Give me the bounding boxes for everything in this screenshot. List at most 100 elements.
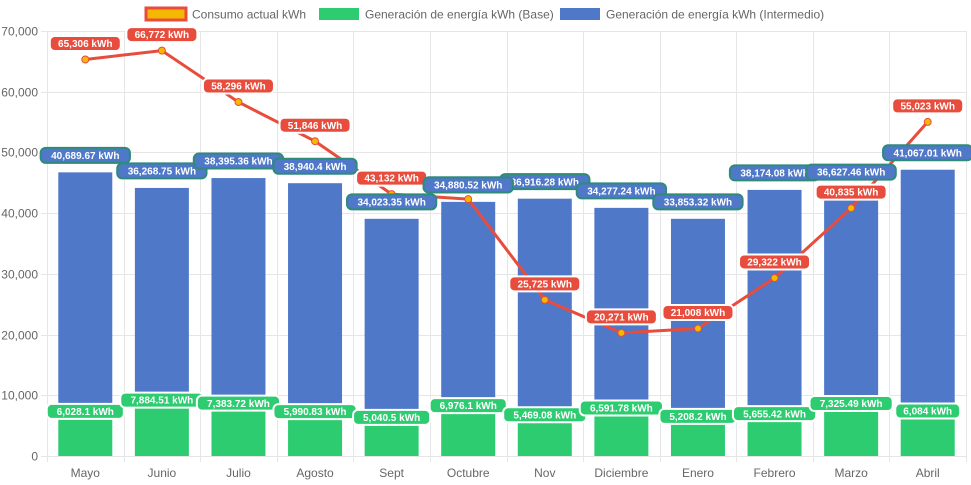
intermedio-value-label-text: 38,174.08 kWh	[740, 168, 808, 179]
bar-base	[211, 411, 266, 456]
legend-swatch	[319, 8, 359, 20]
intermedio-value-label-text: 38,940.4 kWh	[284, 162, 347, 173]
consumo-value-label: 43,132 kWh	[355, 169, 429, 187]
bar-base	[364, 425, 419, 456]
intermedio-value-label-bg	[116, 162, 208, 180]
base-value-label-text: 5,469.08 kWh	[513, 410, 576, 421]
bar-intermedio	[58, 172, 113, 420]
consumo-point	[157, 46, 166, 55]
base-value-label-text: 7,884.51 kWh	[130, 396, 193, 407]
bar-intermedio	[824, 189, 879, 412]
intermedio-value-label: 40,689.67 kWh	[39, 146, 131, 164]
consumo-value-label-text: 21,008 kWh	[671, 308, 725, 319]
y-tick-label: 30,000	[1, 268, 38, 282]
x-tick-label: Julio	[226, 466, 251, 480]
consumo-value-label-bg	[891, 97, 965, 115]
intermedio-value-label-bg	[575, 182, 668, 200]
consumo-value-label-bg	[48, 34, 122, 52]
intermedio-value-label-bg	[39, 146, 131, 164]
x-tick-label: Marzo	[834, 466, 868, 480]
intermedio-value-label-text: 36,916.28 kWh	[511, 177, 579, 188]
consumo-value-label-text: 29,322 kWh	[747, 258, 801, 269]
consumo-point	[693, 324, 702, 333]
consumo-point	[540, 295, 549, 304]
base-value-label-text: 7,383.72 kWh	[207, 399, 270, 410]
bar-base	[58, 419, 113, 456]
intermedio-value-label-bg	[345, 193, 438, 211]
base-value-label-bg	[352, 408, 432, 426]
consumo-value-label: 65,306 kWh	[48, 34, 122, 52]
consumo-value-label-text: 20,271 kWh	[594, 313, 648, 324]
intermedio-value-label-text: 36,268.75 kWh	[128, 167, 196, 178]
intermedio-value-label-bg	[652, 193, 744, 211]
legend-label: Generación de energía kWh (Base)	[365, 8, 554, 22]
legend-item[interactable]: Generación de energía kWh (Base)	[319, 8, 554, 22]
legend-item[interactable]: Generación de energía kWh (Intermedio)	[560, 8, 824, 22]
intermedio-value-label: 34,277.24 kWh	[575, 182, 668, 200]
bar-base	[288, 419, 343, 456]
intermedio-value-label-top-text: 34,880.52 kWh	[434, 180, 502, 191]
bar-base	[517, 422, 572, 456]
consumo-point	[617, 328, 626, 337]
consumo-value-label-bg	[508, 275, 582, 293]
legend[interactable]: Consumo actual kWh Generación de energía …	[144, 6, 824, 22]
base-value-label: 6,591.78 kWh	[578, 399, 664, 417]
intermedio-value-label-text: 34,277.24 kWh	[587, 186, 655, 197]
base-value-label-bg	[45, 402, 125, 420]
x-tick-label: Nov	[534, 466, 555, 480]
y-tick-label: 50,000	[1, 146, 38, 160]
x-tick-label: Febrero	[754, 466, 796, 480]
consumo-value-label: 51,846 kWh	[278, 116, 352, 134]
bar-intermedio	[134, 187, 189, 409]
intermedio-value-label-text: 41,067.01 kWh	[894, 148, 962, 159]
intermedio-value-label-top: 34,880.52 kWh	[422, 176, 514, 194]
base-value-label-text: 6,028.1 kWh	[57, 407, 114, 418]
consumo-value-label-bg	[814, 183, 888, 201]
consumo-point	[234, 98, 243, 107]
consumo-value-label: 29,322 kWh	[738, 253, 812, 271]
x-tick-label: Junio	[148, 466, 177, 480]
intermedio-value-label-bg	[272, 157, 358, 175]
intermedio-value-label: 41,067.01 kWh	[882, 144, 971, 162]
intermedio-value-label: 34,023.35 kWh	[345, 193, 438, 211]
legend-swatch	[144, 6, 188, 22]
consumo-value-label-bg	[278, 116, 352, 134]
base-value-label-bg	[428, 397, 508, 415]
y-tick-label: 70,000	[1, 25, 38, 39]
base-value-label: 5,990.83 kWh	[272, 403, 358, 421]
base-value-label: 6,976.1 kWh	[428, 397, 508, 415]
intermedio-value-label-text: 34,023.35 kWh	[357, 197, 425, 208]
legend-swatch	[560, 8, 600, 20]
y-tick-label: 60,000	[1, 86, 38, 100]
base-value-label: 7,383.72 kWh	[195, 394, 282, 412]
bar-intermedio	[441, 201, 496, 414]
consumo-value-label-text: 65,306 kWh	[58, 39, 112, 50]
y-tick-label: 20,000	[1, 329, 38, 343]
intermedio-value-label-bg	[805, 163, 897, 181]
intermedio-value-label: 38,940.4 kWh	[272, 157, 358, 175]
consumo-value-label: 40,835 kWh	[814, 183, 888, 201]
base-value-label-text: 5,208.2 kWh	[669, 412, 726, 423]
consumo-value-label: 66,772 kWh	[125, 26, 199, 44]
base-value-label: 7,884.51 kWh	[119, 391, 205, 409]
base-value-label-text: 5,990.83 kWh	[284, 407, 347, 418]
legend-label: Consumo actual kWh	[192, 8, 306, 22]
intermedio-value-label-bg	[882, 144, 971, 162]
base-value-label-text: 5,655.42 kWh	[743, 409, 806, 420]
consumo-point	[81, 55, 90, 64]
bar-series	[58, 169, 955, 456]
consumo-point	[923, 117, 932, 126]
consumo-value-label: 55,023 kWh	[891, 97, 965, 115]
intermedio-value-label-text: 40,689.67 kWh	[51, 151, 119, 162]
bar-intermedio	[364, 218, 419, 426]
legend-item[interactable]: Consumo actual kWh	[144, 6, 306, 22]
consumo-value-label-bg	[661, 303, 735, 321]
intermedio-value-label-top-bg	[422, 176, 514, 194]
x-tick-label: Octubre	[447, 466, 490, 480]
consumo-point	[311, 137, 320, 146]
consumo-point	[770, 273, 779, 282]
bar-base	[441, 413, 496, 456]
base-value-label: 5,469.08 kWh	[502, 406, 588, 424]
bar-base	[824, 411, 879, 456]
